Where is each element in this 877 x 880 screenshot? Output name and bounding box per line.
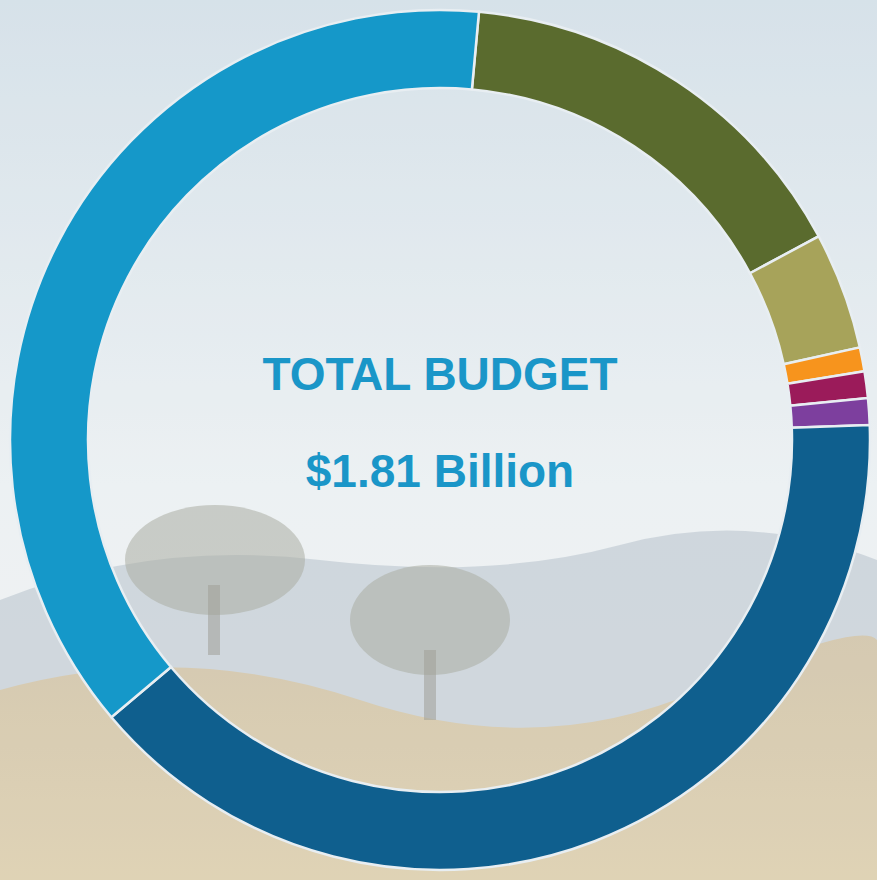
donut-slice <box>472 12 819 273</box>
donut-slice <box>750 236 860 364</box>
donut-slice <box>111 425 870 870</box>
donut-slice <box>790 398 869 428</box>
chart: TOTAL BUDGET $1.81 Billion <box>0 0 877 880</box>
donut <box>10 10 870 870</box>
title: TOTAL BUDGET <box>262 348 617 400</box>
haze <box>0 0 877 880</box>
subtitle: $1.81 Billion <box>306 445 574 497</box>
background <box>0 0 877 880</box>
